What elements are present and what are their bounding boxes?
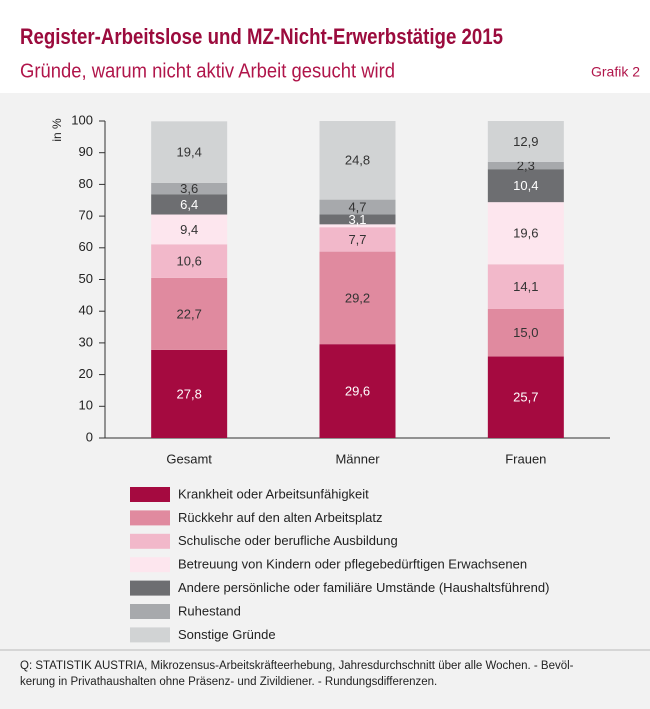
legend-swatch <box>130 533 170 549</box>
data-label: 10,6 <box>177 254 202 269</box>
data-label: 12,9 <box>513 134 538 149</box>
x-tick-label: Frauen <box>505 451 546 466</box>
legend-label: Sonstige Gründe <box>178 627 276 642</box>
data-label: 29,2 <box>345 290 370 305</box>
data-label: 9,4 <box>180 222 198 237</box>
data-label: 14,1 <box>513 279 538 294</box>
x-tick-label: Gesamt <box>166 451 212 466</box>
y-tick-label: 60 <box>79 239 93 254</box>
bar-segment <box>319 227 396 252</box>
bar-segment <box>319 199 396 215</box>
y-tick-label: 80 <box>79 176 93 191</box>
bar-segment <box>487 121 564 162</box>
legend-swatch <box>130 627 170 643</box>
data-label: 4,7 <box>348 200 366 215</box>
legend-label: Andere persönliche oder familiäre Umstän… <box>178 580 549 595</box>
bar-segment <box>319 224 396 228</box>
y-tick-label: 70 <box>79 208 93 223</box>
y-tick-label: 20 <box>79 366 93 381</box>
data-label: 6,4 <box>180 197 198 212</box>
legend-label: Krankheit oder Arbeitsunfähigkeit <box>178 486 369 501</box>
y-tick-label: 40 <box>79 303 93 318</box>
y-tick-label: 90 <box>79 144 93 159</box>
y-tick-label: 30 <box>79 334 93 349</box>
bar-segment <box>151 214 228 245</box>
bar-segment <box>487 161 564 170</box>
x-tick-label: Männer <box>335 451 380 466</box>
bar-segment <box>487 202 564 265</box>
legend-swatch <box>130 510 170 526</box>
bar-segment <box>487 308 564 357</box>
data-label: 22,7 <box>177 306 202 321</box>
data-label: 25,7 <box>513 390 538 405</box>
data-label: 7,7 <box>348 232 366 247</box>
data-label: 10,4 <box>513 178 538 193</box>
bar-segment <box>319 251 396 345</box>
y-tick-label: 10 <box>79 398 93 413</box>
bar-segment <box>151 244 228 278</box>
legend-label: Betreuung von Kindern oder pflegebedürft… <box>178 557 527 572</box>
bar-segment <box>319 121 396 200</box>
bar-segment <box>319 344 396 438</box>
chart-title: Register-Arbeitslose und MZ-Nicht-Erwerb… <box>20 24 503 49</box>
data-label: 24,8 <box>345 153 370 168</box>
bar-segment <box>151 277 228 350</box>
source-note: Q: STATISTIK AUSTRIA, Mikrozensus-Arbeit… <box>20 660 574 672</box>
y-tick-label: 100 <box>71 112 93 127</box>
bar-segment <box>487 356 564 438</box>
chart-subtitle: Gründe, warum nicht aktiv Arbeit gesucht… <box>20 60 395 82</box>
data-label: 3,6 <box>180 181 198 196</box>
data-label: 3,1 <box>348 212 366 227</box>
bar-segment <box>151 121 228 183</box>
data-label: 29,6 <box>345 384 370 399</box>
y-tick-label: 50 <box>79 271 93 286</box>
legend-swatch <box>130 580 170 596</box>
legend-label: Schulische oder berufliche Ausbildung <box>178 533 398 548</box>
bar-segment <box>151 349 228 438</box>
bar-segment <box>151 194 228 215</box>
data-label: 19,4 <box>177 145 202 160</box>
legend-swatch <box>130 487 170 502</box>
legend-label: Ruhestand <box>178 603 241 618</box>
bar-segment <box>319 214 396 225</box>
bar-segment <box>487 264 564 309</box>
data-label: 27,8 <box>177 386 202 401</box>
data-label: 19,6 <box>513 226 538 241</box>
source-note: kerung in Privathaushalten ohne Präsenz-… <box>20 676 437 688</box>
bar-segment <box>487 169 564 203</box>
legend-swatch <box>130 557 170 573</box>
legend-swatch <box>130 604 170 619</box>
legend-label: Rückkehr auf den alten Arbeitsplatz <box>178 510 383 525</box>
figure-label: Grafik 2 <box>591 64 640 80</box>
y-tick-label: 0 <box>86 429 93 444</box>
data-label: 15,0 <box>513 325 538 340</box>
y-axis-label: in % <box>50 118 64 142</box>
bar-segment <box>151 182 228 195</box>
